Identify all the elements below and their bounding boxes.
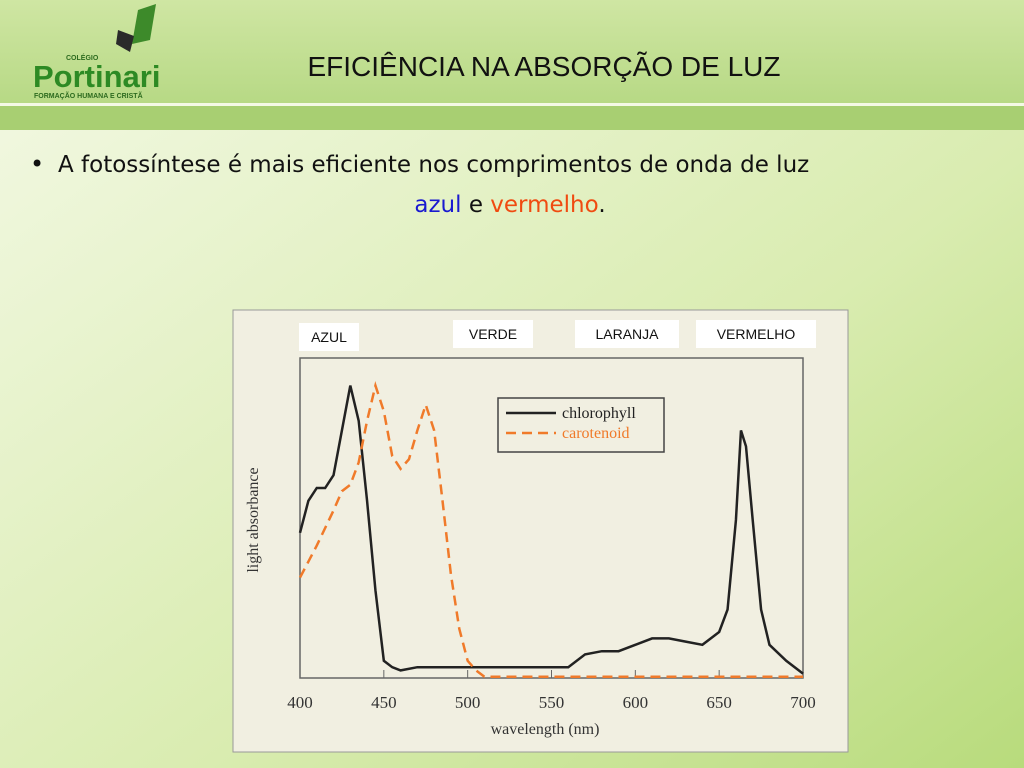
word-blue: azul: [414, 192, 461, 218]
legend-box: [497, 397, 665, 453]
bullet-line2: azul e vermelho.: [414, 192, 605, 218]
logo-name: Portinari: [33, 59, 160, 94]
series-line: [298, 385, 804, 675]
chart-image: [232, 309, 849, 753]
band-label: AZUL: [311, 329, 347, 345]
x-tick-label: 550: [539, 693, 565, 712]
word-join: e: [469, 192, 483, 218]
band-label: LARANJA: [595, 326, 659, 342]
x-axis-label: wavelength (nm): [491, 721, 600, 738]
logo-leaf: [116, 30, 134, 52]
series-line: [298, 381, 803, 679]
bullet-dot: •: [30, 150, 44, 178]
logo-top: COLÉGIO: [66, 53, 99, 62]
chart: 400 450 500 550 600 650 700 wavelength (nm) ligh…: [245, 320, 816, 738]
logo-leaf: [132, 4, 156, 44]
y-axis-label: light absorbance: [245, 467, 262, 572]
slide-title: EFICIÊNCIA NA ABSORÇÃO DE LUZ: [307, 51, 780, 82]
x-tick-label: 500: [455, 693, 481, 712]
header-band: [0, 0, 1024, 103]
band-label-box: [575, 320, 679, 348]
band-label: VERDE: [469, 326, 517, 342]
band-label-box: [299, 323, 359, 351]
x-tick-label: 400: [287, 693, 313, 712]
x-tick-label: 650: [706, 693, 732, 712]
word-red: vermelho: [490, 192, 598, 218]
logo-tagline: FORMAÇÃO HUMANA E CRISTÃ: [34, 91, 143, 100]
legend-label: chlorophyll: [562, 405, 636, 422]
divider: [0, 103, 1024, 106]
x-tick-label: 700: [790, 693, 816, 712]
sub-band: [0, 106, 1024, 130]
bullet-text: A fotossíntese é mais eficiente nos comp…: [58, 152, 809, 178]
band-label-box: [696, 320, 816, 348]
legend-label: carotenoid: [562, 425, 630, 442]
word-end: .: [598, 192, 605, 218]
band-label-box: [453, 320, 533, 348]
band-label: VERMELHO: [717, 326, 796, 342]
x-tick-label: 600: [623, 693, 649, 712]
x-tick-label: 450: [371, 693, 397, 712]
